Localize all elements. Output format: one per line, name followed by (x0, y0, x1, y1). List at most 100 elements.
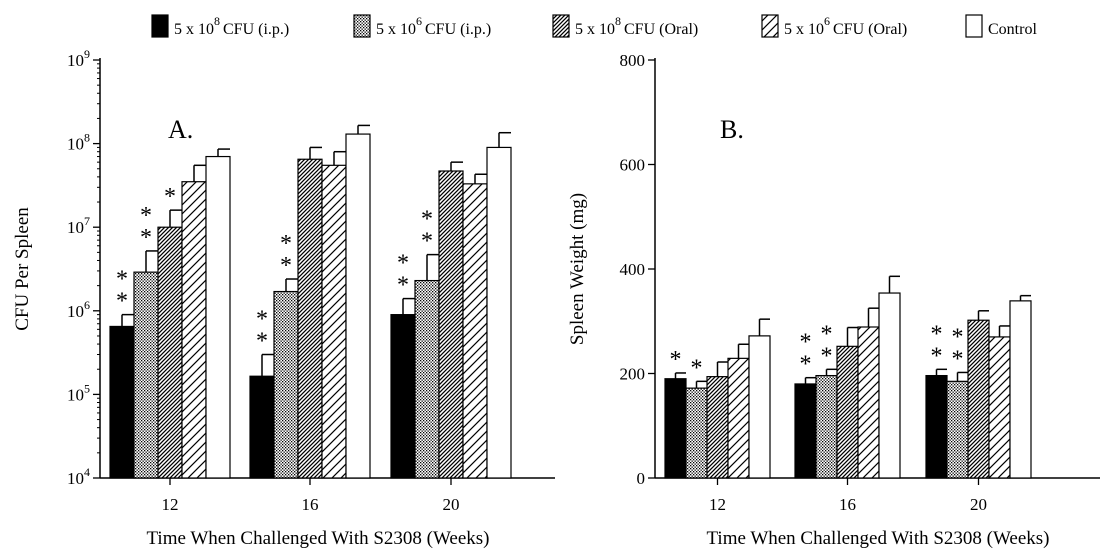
y-tick-label: 108 (67, 131, 90, 154)
y-tick-label-base: 600 (620, 156, 646, 175)
x-tick-label: 20 (970, 495, 987, 514)
y-tick-label: 105 (67, 381, 90, 404)
y-tick-label: 600 (620, 156, 646, 175)
significance-marker: * (116, 289, 128, 315)
legend-label-suffix: CFU (i.p.) (425, 21, 491, 38)
x-axis-title: Time When Challenged With S2308 (Weeks) (146, 528, 489, 549)
legend-entry: 5 x 106 CFU (i.p.) (353, 14, 491, 38)
x-tick-label: 20 (443, 495, 460, 514)
y-tick-label: 107 (67, 214, 90, 237)
bar (181, 181, 207, 479)
legend: 5 x 108 CFU (i.p.) 5 x 106 CFU (i.p.) 5 x 10… (151, 14, 1037, 38)
significance-marker: * (952, 346, 964, 372)
y-tick-label-base: 200 (620, 365, 646, 384)
y-tick-label: 400 (620, 260, 646, 279)
significance-marker: * (800, 330, 812, 356)
legend-swatch (965, 14, 983, 38)
y-tick-label-exp: 6 (84, 298, 90, 312)
significance-marker: * (821, 321, 833, 347)
significance-marker: * (140, 225, 152, 251)
legend-swatch (761, 14, 779, 38)
legend-label-base: Control (988, 21, 1037, 38)
x-tick-label: 12 (709, 495, 726, 514)
significance-marker: * (256, 329, 268, 355)
bar (297, 158, 323, 479)
legend-entry: Control (965, 14, 1037, 38)
y-tick-label-base: 400 (620, 260, 646, 279)
significance-marker: * (691, 355, 703, 381)
bar (794, 383, 817, 479)
legend-entry: 5 x 106 CFU (Oral) (761, 14, 907, 38)
bar (109, 325, 135, 479)
y-tick-label-base: 10 (67, 385, 84, 404)
bar (857, 326, 880, 479)
y-tick-label: 104 (67, 465, 90, 488)
bar (836, 345, 859, 479)
significance-marker: * (280, 253, 292, 279)
significance-marker: * (931, 321, 943, 347)
y-tick-label-base: 10 (67, 51, 84, 70)
panel-a: 104105106107108109*****12****16****20A.T… (12, 47, 555, 549)
y-axis-title: CFU Per Spleen (12, 207, 33, 331)
y-tick-label-exp: 7 (84, 214, 90, 228)
legend-label: 5 x 106 CFU (Oral) (784, 14, 907, 38)
bar (486, 146, 512, 479)
significance-marker: * (116, 267, 128, 293)
bar (946, 380, 969, 479)
legend-swatch (151, 14, 169, 38)
bar (988, 336, 1011, 479)
bar (706, 376, 729, 479)
x-tick-label: 16 (839, 495, 856, 514)
x-tick-label: 12 (162, 495, 179, 514)
bar (815, 374, 838, 479)
bar (249, 375, 275, 479)
y-tick-label-base: 10 (67, 135, 84, 154)
y-tick-label: 800 (620, 51, 646, 70)
bar (685, 387, 708, 479)
y-tick-label-base: 10 (67, 469, 84, 488)
y-tick-label-base: 800 (620, 51, 646, 70)
y-tick-label-base: 0 (637, 469, 646, 488)
legend-label-exp: 8 (615, 14, 621, 28)
legend-label: 5 x 106 CFU (i.p.) (376, 14, 491, 38)
y-axis-title: Spleen Weight (mg) (567, 193, 588, 345)
significance-marker: * (952, 324, 964, 350)
legend-entry: 5 x 108 CFU (Oral) (552, 14, 698, 38)
bar (727, 357, 750, 479)
significance-marker: * (931, 343, 943, 369)
bar (967, 319, 990, 479)
legend-label: 5 x 108 CFU (i.p.) (174, 14, 289, 38)
y-tick-label-exp: 5 (84, 381, 90, 395)
legend-label-exp: 8 (214, 14, 220, 28)
significance-marker: * (421, 207, 433, 233)
bar (414, 279, 440, 479)
significance-marker: * (256, 307, 268, 333)
legend-label-suffix: CFU (i.p.) (223, 21, 289, 38)
bar (748, 335, 771, 479)
legend-label-exp: 6 (824, 14, 830, 28)
panel-label: A. (168, 115, 193, 144)
legend-label-suffix: CFU (Oral) (833, 21, 907, 38)
legend-entry: 5 x 108 CFU (i.p.) (151, 14, 289, 38)
bar (438, 170, 464, 479)
significance-marker: * (164, 184, 176, 210)
bar (1009, 300, 1032, 479)
y-tick-label: 200 (620, 365, 646, 384)
y-tick-label-exp: 8 (84, 131, 90, 145)
legend-label: Control (988, 21, 1037, 38)
y-tick-label-exp: 4 (84, 465, 90, 479)
legend-label-base: 5 x 10 (575, 21, 615, 38)
y-tick-label-base: 10 (67, 218, 84, 237)
bar (205, 155, 231, 479)
legend-swatch (552, 14, 570, 38)
legend-label: 5 x 108 CFU (Oral) (575, 14, 698, 38)
bar (925, 374, 948, 479)
legend-label-base: 5 x 10 (174, 21, 214, 38)
bar (390, 314, 416, 479)
bar (321, 164, 347, 479)
significance-marker: * (421, 229, 433, 255)
y-tick-label: 0 (637, 469, 646, 488)
legend-label-suffix: CFU (Oral) (624, 21, 698, 38)
